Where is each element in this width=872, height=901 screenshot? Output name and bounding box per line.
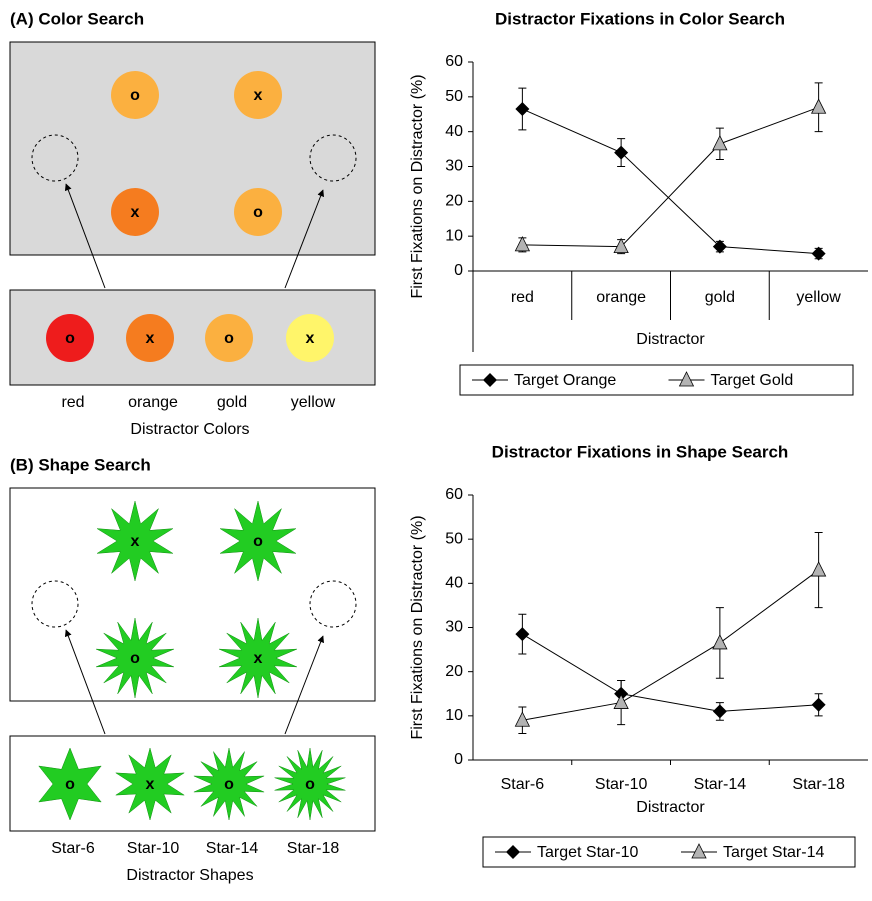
- item-letter: o: [305, 776, 315, 793]
- figure: (A) Color Search o x x o o red x orange o gold x yel…: [0, 0, 872, 896]
- item-letter: o: [65, 330, 75, 347]
- display-box: [10, 488, 375, 701]
- series-line: [522, 570, 818, 720]
- x-axis-title: Distractor: [636, 331, 705, 348]
- legend-label: Target Orange: [514, 372, 616, 389]
- point: [515, 102, 529, 116]
- item-letter: x: [254, 87, 263, 104]
- y-tick-label: 30: [445, 619, 463, 636]
- y-tick-label: 20: [445, 193, 463, 210]
- y-tick-label: 60: [445, 486, 463, 503]
- x-tick-label: Star-14: [694, 776, 747, 793]
- point: [812, 698, 826, 712]
- y-tick-label: 40: [445, 575, 463, 592]
- y-tick-label: 50: [445, 530, 463, 547]
- item-label: Star-10: [127, 840, 180, 857]
- panel-title: (A) Color Search: [10, 9, 144, 28]
- y-axis-title: First Fixations on Distractor (%): [409, 74, 426, 298]
- item-letter: o: [130, 87, 140, 104]
- point: [614, 239, 628, 253]
- point: [713, 704, 727, 718]
- y-tick-label: 50: [445, 88, 463, 105]
- y-tick-label: 10: [445, 707, 463, 724]
- point: [713, 635, 727, 649]
- point: [614, 695, 628, 709]
- item-label: Star-18: [287, 840, 340, 857]
- y-tick-label: 20: [445, 663, 463, 680]
- y-tick-label: 60: [445, 53, 463, 70]
- item-letter: x: [306, 330, 315, 347]
- chart-title: Distractor Fixations in Color Search: [495, 9, 785, 28]
- point: [515, 627, 529, 641]
- point: [812, 99, 826, 113]
- caption: Distractor Colors: [130, 421, 249, 438]
- legend-label: Target Star-10: [537, 844, 638, 861]
- y-tick-label: 40: [445, 123, 463, 140]
- item-letter: o: [224, 776, 234, 793]
- point: [713, 136, 727, 150]
- item-letter: o: [224, 330, 234, 347]
- y-tick-label: 0: [454, 751, 463, 768]
- y-axis-title: First Fixations on Distractor (%): [409, 515, 426, 739]
- item-label: Star-14: [206, 840, 259, 857]
- caption: Distractor Shapes: [126, 867, 253, 884]
- point: [515, 237, 529, 251]
- point: [812, 247, 826, 261]
- item-letter: x: [254, 650, 263, 667]
- x-tick-label: orange: [596, 289, 646, 306]
- y-tick-label: 30: [445, 158, 463, 175]
- item-label: yellow: [291, 394, 336, 411]
- legend-label: Target Gold: [711, 372, 794, 389]
- item-letter: o: [130, 650, 140, 667]
- x-tick-label: yellow: [796, 289, 841, 306]
- x-axis-title: Distractor: [636, 799, 705, 816]
- legend-label: Target Star-14: [723, 844, 824, 861]
- item-label: gold: [217, 394, 247, 411]
- x-tick-label: gold: [705, 289, 735, 306]
- x-tick-label: Star-18: [792, 776, 845, 793]
- item-letter: x: [131, 533, 140, 550]
- x-tick-label: red: [511, 289, 534, 306]
- chart-title: Distractor Fixations in Shape Search: [492, 442, 789, 461]
- panel-title: (B) Shape Search: [10, 455, 151, 474]
- x-tick-label: Star-6: [501, 776, 545, 793]
- x-tick-label: Star-10: [595, 776, 648, 793]
- y-tick-label: 0: [454, 262, 463, 279]
- display-box: [10, 42, 375, 255]
- y-tick-label: 10: [445, 227, 463, 244]
- item-letter: o: [65, 776, 75, 793]
- item-label: red: [61, 394, 84, 411]
- item-label: Star-6: [51, 840, 95, 857]
- item-label: orange: [128, 394, 178, 411]
- series-line: [522, 109, 818, 254]
- item-letter: o: [253, 204, 263, 221]
- point: [812, 562, 826, 576]
- item-letter: x: [131, 204, 140, 221]
- item-letter: x: [146, 776, 155, 793]
- item-letter: x: [146, 330, 155, 347]
- item-letter: o: [253, 533, 263, 550]
